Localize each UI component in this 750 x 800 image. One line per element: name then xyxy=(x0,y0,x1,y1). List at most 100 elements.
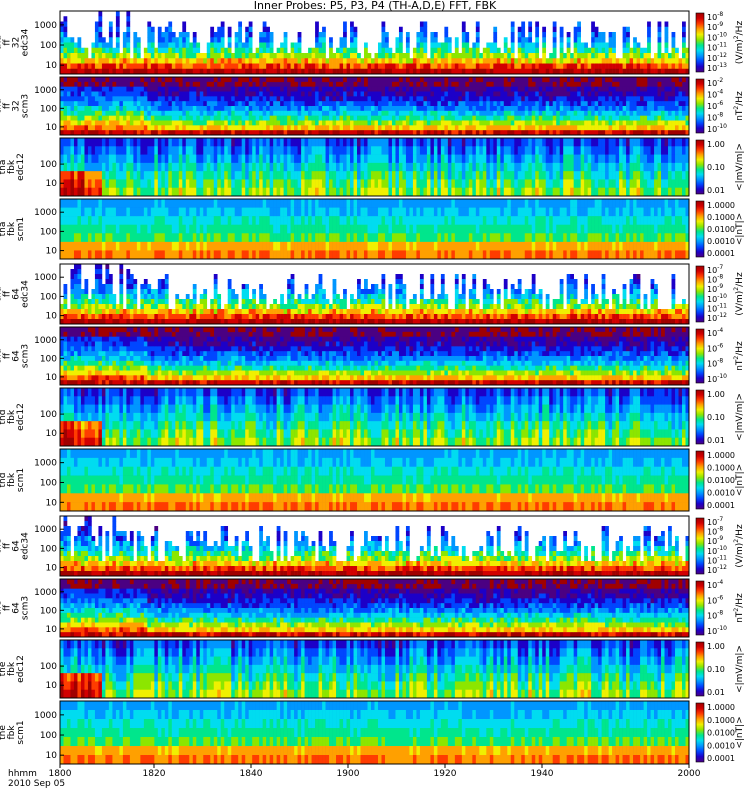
spectrogram-cell xyxy=(291,216,295,225)
spectrogram-cell xyxy=(319,58,323,64)
spectrogram-cell xyxy=(619,69,623,75)
spectrogram-cell xyxy=(137,111,141,116)
spectrogram-cell xyxy=(388,138,392,147)
spectrogram-cell xyxy=(553,101,557,106)
spectrogram-cell xyxy=(172,69,176,75)
spectrogram-cell xyxy=(67,216,71,225)
spectrogram-cell xyxy=(465,111,469,116)
spectrogram-cell xyxy=(84,242,88,251)
spectrogram-cell xyxy=(329,188,333,197)
spectrogram-cell xyxy=(280,96,284,101)
spectrogram-cell xyxy=(535,146,539,155)
spectrogram-cell xyxy=(413,106,417,111)
spectrogram-cell xyxy=(175,171,179,180)
spectrogram-cell xyxy=(67,106,71,111)
spectrogram-cell xyxy=(521,53,525,59)
spectrogram-cell xyxy=(298,64,302,70)
spectrogram-cell xyxy=(60,111,64,116)
spectrogram-cell xyxy=(315,208,319,217)
spectrogram-cell xyxy=(368,171,372,180)
spectrogram-cell xyxy=(165,77,169,82)
spectrogram-cell xyxy=(154,92,158,97)
spectrogram-cell xyxy=(245,43,249,49)
spectrogram-cell xyxy=(588,106,592,111)
spectrogram-cell xyxy=(511,58,515,64)
spectrogram-cell xyxy=(179,138,183,147)
spectrogram-cell xyxy=(497,138,501,147)
spectrogram-cell xyxy=(280,179,284,188)
spectrogram-cell xyxy=(556,121,560,126)
spectrogram-cell xyxy=(165,101,169,106)
spectrogram-cell xyxy=(525,188,529,197)
spectrogram-cell xyxy=(77,188,81,197)
spectrogram-cell xyxy=(535,188,539,197)
spectrogram-cell xyxy=(235,242,239,251)
spectrogram-cell xyxy=(493,163,497,172)
spectrogram-cell xyxy=(70,242,74,251)
spectrogram-cell xyxy=(151,32,155,38)
spectrogram-cell xyxy=(319,171,323,180)
spectrogram-cell xyxy=(476,37,480,43)
spectrogram-cell xyxy=(168,22,172,28)
spectrogram-cell xyxy=(644,188,648,197)
spectrogram-cell xyxy=(448,92,452,97)
spectrogram-cell xyxy=(294,48,298,54)
spectrogram-cell xyxy=(322,116,326,121)
spectrogram-cell xyxy=(563,121,567,126)
spectrogram-cell xyxy=(242,171,246,180)
spectrogram-cell xyxy=(147,32,151,38)
spectrogram-cell xyxy=(420,179,424,188)
spectrogram-cell xyxy=(242,188,246,197)
spectrogram-cell xyxy=(231,125,235,130)
spectrogram-cell xyxy=(158,216,162,225)
spectrogram-cell xyxy=(577,58,581,64)
spectrogram-cell xyxy=(133,216,137,225)
spectrogram-cell xyxy=(263,171,267,180)
spectrogram-cell xyxy=(147,92,151,97)
spectrogram-cell xyxy=(602,58,606,64)
colorbar-tick-label: 0.01 xyxy=(707,186,725,195)
spectrogram-cell xyxy=(165,106,169,111)
spectrogram-cell xyxy=(189,216,193,225)
spectrogram-cell xyxy=(189,188,193,197)
spectrogram-cell xyxy=(67,64,71,70)
spectrogram-cell xyxy=(546,179,550,188)
spectrogram-cell xyxy=(189,199,193,208)
spectrogram-cell xyxy=(151,216,155,225)
spectrogram-cell xyxy=(486,64,490,70)
spectrogram-cell xyxy=(444,53,448,59)
spectrogram-cell xyxy=(252,233,256,242)
spectrogram-cell xyxy=(511,155,515,164)
spectrogram-cell xyxy=(340,64,344,70)
spectrogram-cell xyxy=(84,233,88,242)
spectrogram-cell xyxy=(224,146,228,155)
spectrogram-cell xyxy=(74,58,78,64)
spectrogram-cell xyxy=(493,43,497,49)
spectrogram-cell xyxy=(661,64,665,70)
spectrogram-cell xyxy=(322,171,326,180)
spectrogram-cell xyxy=(109,32,113,38)
spectrogram-cell xyxy=(371,106,375,111)
spectrogram-cell xyxy=(217,96,221,101)
spectrogram-cell xyxy=(63,155,67,164)
spectrogram-cell xyxy=(528,188,532,197)
spectrogram-cell xyxy=(81,101,85,106)
spectrogram-cell xyxy=(612,179,616,188)
spectrogram-cell xyxy=(189,58,193,64)
spectrogram-cell xyxy=(182,208,186,217)
spectrogram-cell xyxy=(158,171,162,180)
spectrogram-cell xyxy=(479,179,483,188)
spectrogram-cell xyxy=(364,82,368,87)
spectrogram-cell xyxy=(168,163,172,172)
spectrogram-cell xyxy=(539,188,543,197)
spectrogram-cell xyxy=(570,171,574,180)
spectrogram-cell xyxy=(668,121,672,126)
spectrogram-cell xyxy=(528,53,532,59)
spectrogram-cell xyxy=(486,163,490,172)
spectrogram-cell xyxy=(441,43,445,49)
spectrogram-cell xyxy=(574,116,578,121)
spectrogram-cell xyxy=(525,116,529,121)
spectrogram-cell xyxy=(105,121,109,126)
spectrogram-cell xyxy=(371,58,375,64)
spectrogram-cell xyxy=(291,58,295,64)
